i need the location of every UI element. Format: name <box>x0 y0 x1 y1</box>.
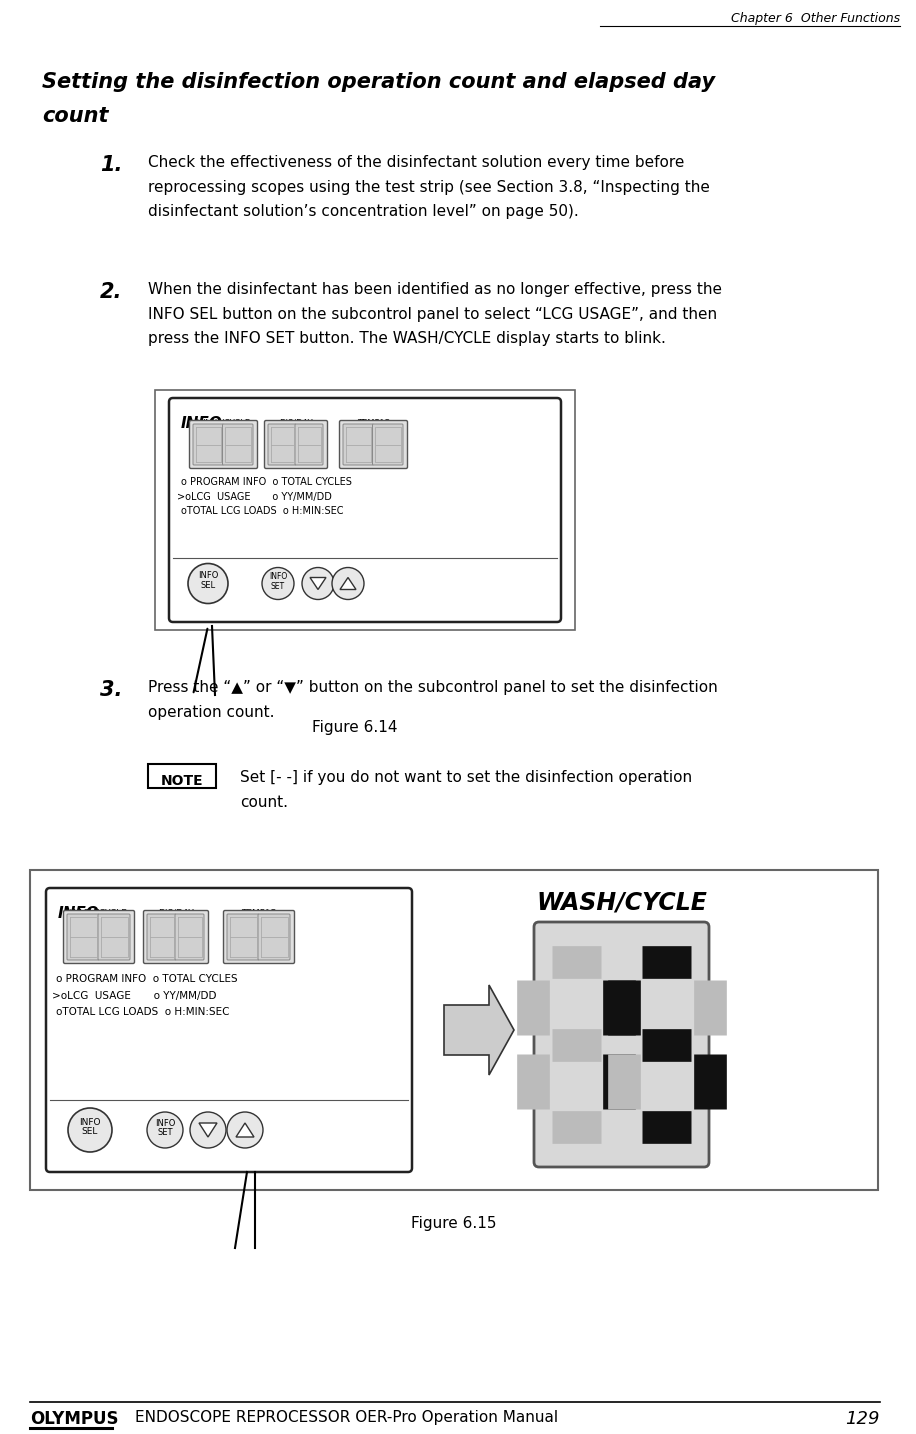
Text: INFO
SET: INFO SET <box>269 572 287 591</box>
FancyBboxPatch shape <box>268 424 296 465</box>
Text: >oLCG  USAGE       o YY/MM/DD: >oLCG USAGE o YY/MM/DD <box>177 492 332 502</box>
FancyBboxPatch shape <box>63 911 135 964</box>
Circle shape <box>262 568 294 599</box>
Text: count: count <box>42 106 108 126</box>
Bar <box>148 764 216 789</box>
Text: INFO: INFO <box>181 416 223 432</box>
FancyBboxPatch shape <box>227 913 259 959</box>
FancyBboxPatch shape <box>175 913 204 959</box>
FancyBboxPatch shape <box>147 913 176 959</box>
FancyBboxPatch shape <box>193 424 224 465</box>
Text: o PROGRAM INFO  o TOTAL CYCLES: o PROGRAM INFO o TOTAL CYCLES <box>181 478 352 488</box>
FancyBboxPatch shape <box>169 399 561 622</box>
Polygon shape <box>310 578 326 589</box>
Text: 129: 129 <box>845 1410 880 1428</box>
Text: oTOTAL LCG LOADS  o H:MIN:SEC: oTOTAL LCG LOADS o H:MIN:SEC <box>56 1007 230 1017</box>
Circle shape <box>190 1111 226 1149</box>
Text: TEMP°C: TEMP°C <box>242 909 277 918</box>
Text: OLYMPUS: OLYMPUS <box>30 1410 118 1428</box>
Circle shape <box>332 568 364 599</box>
Text: DIS/DAY: DIS/DAY <box>158 909 194 918</box>
Text: Chapter 6  Other Functions: Chapter 6 Other Functions <box>731 11 900 24</box>
Text: WASH/CYCLE: WASH/CYCLE <box>197 419 250 427</box>
Text: 1.: 1. <box>100 155 123 175</box>
Text: oTOTAL LCG LOADS  o H:MIN:SEC: oTOTAL LCG LOADS o H:MIN:SEC <box>181 506 344 516</box>
Text: Setting the disinfection operation count and elapsed day: Setting the disinfection operation count… <box>42 72 715 92</box>
Text: Check the effectiveness of the disinfectant solution every time before
reprocess: Check the effectiveness of the disinfect… <box>148 155 710 219</box>
FancyBboxPatch shape <box>258 913 290 959</box>
FancyBboxPatch shape <box>46 888 412 1172</box>
Circle shape <box>68 1108 112 1152</box>
Circle shape <box>302 568 334 599</box>
Text: WASH/CYCLE: WASH/CYCLE <box>70 909 128 918</box>
Circle shape <box>227 1111 263 1149</box>
FancyBboxPatch shape <box>343 424 374 465</box>
Text: NOTE: NOTE <box>160 774 203 789</box>
Text: Press the “▲” or “▼” button on the subcontrol panel to set the disinfection
oper: Press the “▲” or “▼” button on the subco… <box>148 680 718 720</box>
Text: 2.: 2. <box>100 282 123 303</box>
FancyBboxPatch shape <box>67 913 99 959</box>
FancyBboxPatch shape <box>223 424 253 465</box>
Text: INFO: INFO <box>58 906 100 921</box>
Polygon shape <box>444 985 514 1076</box>
FancyBboxPatch shape <box>340 420 408 469</box>
Text: WASH/CYCLE: WASH/CYCLE <box>536 891 707 913</box>
Polygon shape <box>199 1123 217 1137</box>
Text: When the disinfectant has been identified as no longer effective, press the
INFO: When the disinfectant has been identifie… <box>148 282 722 346</box>
Bar <box>155 390 575 630</box>
Text: 3.: 3. <box>100 680 123 700</box>
FancyBboxPatch shape <box>224 911 295 964</box>
Bar <box>30 870 878 1190</box>
Text: INFO
SEL: INFO SEL <box>80 1117 101 1136</box>
Text: Figure 6.14: Figure 6.14 <box>312 720 398 736</box>
FancyBboxPatch shape <box>534 922 709 1167</box>
Text: INFO
SEL: INFO SEL <box>198 571 218 589</box>
Circle shape <box>147 1111 183 1149</box>
Text: Figure 6.15: Figure 6.15 <box>411 1216 496 1230</box>
Polygon shape <box>236 1123 254 1137</box>
Text: ENDOSCOPE REPROCESSOR OER-Pro Operation Manual: ENDOSCOPE REPROCESSOR OER-Pro Operation … <box>135 1410 558 1425</box>
Text: INFO
SET: INFO SET <box>155 1119 175 1137</box>
FancyBboxPatch shape <box>98 913 130 959</box>
FancyBboxPatch shape <box>190 420 257 469</box>
FancyBboxPatch shape <box>373 424 403 465</box>
Text: TEMP°C: TEMP°C <box>357 419 390 427</box>
FancyBboxPatch shape <box>265 420 328 469</box>
Text: DIS/DAY: DIS/DAY <box>279 419 312 427</box>
Circle shape <box>188 564 228 604</box>
FancyBboxPatch shape <box>144 911 209 964</box>
Text: o PROGRAM INFO  o TOTAL CYCLES: o PROGRAM INFO o TOTAL CYCLES <box>56 974 237 984</box>
Polygon shape <box>340 578 356 589</box>
Text: >oLCG  USAGE       o YY/MM/DD: >oLCG USAGE o YY/MM/DD <box>52 991 216 1001</box>
FancyBboxPatch shape <box>295 424 323 465</box>
Text: Set [- -] if you do not want to set the disinfection operation
count.: Set [- -] if you do not want to set the … <box>240 770 692 810</box>
